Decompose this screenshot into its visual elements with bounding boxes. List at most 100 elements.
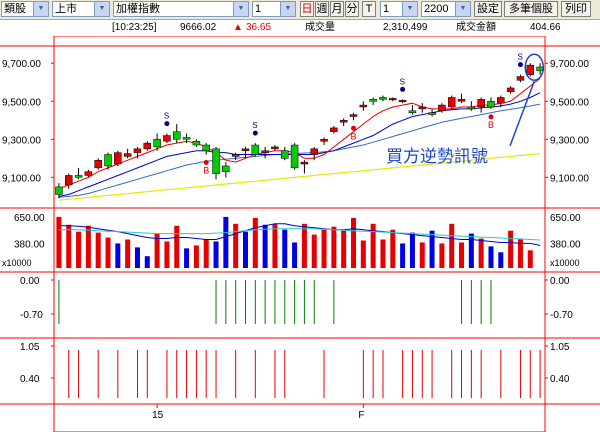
- quote-time: [10:23:25]: [112, 22, 157, 33]
- candle-up: [310, 148, 318, 155]
- y-tick-label-right: 9,500.00: [550, 97, 589, 108]
- print-button[interactable]: 列印: [561, 1, 591, 17]
- toolbar: 類股 ▼ 上市 ▼ 加權指數 ▼ 1 ▼ 日 週 月 分 T 1 ▼ 2200 ▼ 設定 多…: [0, 0, 600, 20]
- candle-down: [467, 106, 476, 110]
- candle-up: [261, 150, 269, 153]
- candle-up: [418, 106, 426, 110]
- sell-marker-label: S: [400, 77, 405, 86]
- candle-up: [339, 120, 348, 123]
- amount-label: 成交金額: [456, 22, 496, 33]
- candle-down: [408, 110, 417, 113]
- volume-bar: [419, 242, 425, 268]
- candle-up: [438, 104, 446, 112]
- signal-pointer-line: [509, 80, 535, 147]
- candle-up: [457, 99, 466, 102]
- quote-price: 9666.02: [180, 22, 217, 33]
- multi-stock-button[interactable]: 多筆個股: [504, 1, 558, 17]
- candle-down: [74, 175, 83, 178]
- buy-marker-label: B: [488, 120, 494, 130]
- month-button[interactable]: 月: [330, 1, 344, 17]
- volume-bar: [311, 234, 317, 268]
- volume-bar: [508, 230, 514, 268]
- volume-bar: [409, 232, 415, 268]
- volume-bar: [390, 229, 396, 268]
- volume-bar: [370, 223, 376, 268]
- volume-bar: [498, 252, 504, 268]
- candle-down: [192, 140, 201, 146]
- interval-select[interactable]: 1 ▼: [380, 1, 418, 17]
- ma5-line: [58, 78, 541, 190]
- candle-down: [379, 97, 387, 100]
- candle-down: [251, 144, 260, 155]
- index-select[interactable]: 加權指數 ▼: [113, 1, 249, 17]
- sell-marker-icon: [252, 130, 258, 136]
- indicator2-y-tick-right: 0.40: [550, 374, 570, 385]
- candle-up: [526, 64, 535, 75]
- volume-bar: [380, 239, 386, 268]
- candle-up: [349, 114, 358, 117]
- indicator1-y-tick-right: -0.70: [550, 310, 573, 321]
- volume-ma-line: [58, 223, 541, 246]
- volume-bar: [439, 243, 445, 268]
- market-value: 上市: [55, 3, 77, 15]
- period-count-value: 1: [255, 3, 262, 15]
- volume-bar: [213, 241, 219, 268]
- volume-bar: [242, 231, 248, 268]
- period-count-select[interactable]: 1 ▼: [252, 1, 296, 17]
- volume-label: 成交量: [305, 22, 335, 33]
- y-tick-label-left: 9,300.00: [2, 135, 41, 146]
- y-tick-label-left: 9,100.00: [2, 173, 41, 184]
- tick-button[interactable]: T: [362, 1, 376, 17]
- candle-down: [153, 139, 161, 148]
- candle-up: [114, 152, 122, 165]
- candle-up: [497, 97, 505, 104]
- candle-up: [241, 148, 250, 151]
- volume-bar: [115, 243, 121, 268]
- buy-marker-label: B: [203, 166, 209, 176]
- y-tick-label-right: 9,300.00: [550, 135, 589, 146]
- chevron-down-icon: ▼: [455, 2, 470, 16]
- candle-down: [202, 144, 210, 151]
- indicator2-y-tick-left: 1.05: [20, 342, 40, 353]
- candle-up: [447, 97, 456, 108]
- plot-frame: [53, 36, 546, 432]
- minute-button[interactable]: 分: [345, 1, 359, 17]
- category-select[interactable]: 類股 ▼: [1, 1, 49, 17]
- volume-bar: [292, 242, 298, 268]
- volume-bar: [193, 245, 199, 268]
- buy-marker-icon: [203, 160, 209, 166]
- volume-bar: [429, 230, 435, 268]
- ma60-line: [58, 153, 541, 201]
- candle-down: [212, 148, 220, 174]
- ma20-line: [58, 103, 541, 198]
- candle-up: [64, 175, 73, 186]
- sell-marker-label: S: [252, 121, 257, 130]
- candle-up: [271, 146, 279, 150]
- volume-y-tick-right: 380.00: [550, 239, 581, 250]
- volume-bar: [252, 217, 258, 268]
- volume-bar: [272, 223, 278, 268]
- volume-y-tick-right: 650.00: [550, 213, 581, 224]
- week-button[interactable]: 週: [315, 1, 329, 17]
- volume-bar: [66, 224, 72, 268]
- volume-ma2-line: [58, 228, 541, 241]
- ma10-line: [58, 92, 541, 197]
- candle-up: [320, 139, 328, 142]
- volume-unit-left: x10000: [2, 258, 32, 268]
- index-value: 加權指數: [116, 3, 160, 15]
- stock-chart: 9,700.00 9,700.00 9,500.00 9,500.00 9,300.00…: [0, 36, 600, 432]
- settings-button[interactable]: 設定: [474, 1, 502, 17]
- day-button[interactable]: 日: [300, 1, 314, 17]
- chevron-down-icon: ▼: [33, 2, 48, 16]
- volume-bar: [321, 229, 327, 268]
- volume-bar: [488, 246, 494, 268]
- market-select[interactable]: 上市 ▼: [52, 1, 110, 17]
- bars-select[interactable]: 2200 ▼: [421, 1, 471, 17]
- sell-marker-icon: [400, 86, 406, 92]
- indicator2-y-tick-left: 0.40: [20, 374, 40, 385]
- indicator2-y-tick-right: 1.05: [550, 342, 570, 353]
- candle-down: [55, 186, 63, 195]
- candle-up: [389, 98, 397, 101]
- volume-y-tick-left: 650.00: [14, 213, 45, 224]
- volume-bar: [351, 217, 357, 268]
